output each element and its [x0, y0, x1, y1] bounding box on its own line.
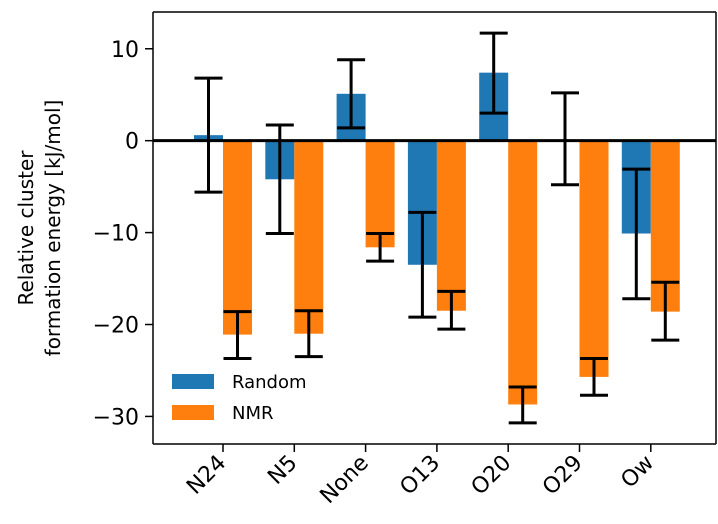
y-tick-label: 10 [111, 38, 139, 63]
legend-swatch-random [172, 374, 214, 389]
legend-swatch-nmr [172, 405, 214, 420]
x-tick-label: O13 [395, 451, 445, 501]
x-tick-label: N5 [263, 451, 302, 490]
y-tick-label: −30 [93, 405, 139, 430]
y-axis-label: Relative cluster formation energy [kJ/mo… [14, 100, 65, 357]
legend-label: Random [232, 372, 307, 393]
plot-area: 10 0 −10 −20 −30 N24 N5 None O13 O20 O29 Ow Random NM… [93, 11, 717, 509]
bar-nmr-n24 [223, 140, 252, 335]
y-axis-label-line-1: Relative cluster [14, 150, 38, 306]
bar-nmr-n5 [294, 140, 324, 334]
bar-nmr-none [365, 140, 395, 248]
y-axis-label-line-2: formation energy [kJ/mol] [41, 100, 65, 357]
bar-nmr-o29 [579, 140, 609, 377]
x-tick-label: Ow [616, 451, 659, 494]
bar-nmr-o20 [508, 140, 538, 405]
bar-nmr-o13 [436, 140, 466, 311]
y-tick-label: −10 [93, 222, 139, 247]
x-tick-label: None [316, 451, 374, 509]
y-tick-label: 0 [125, 130, 139, 155]
legend-label: NMR [232, 403, 274, 424]
x-tick-label: O20 [467, 451, 517, 501]
x-tick-label: N24 [182, 451, 231, 500]
x-tick-label: O29 [538, 451, 588, 501]
y-tick-label: −20 [93, 314, 139, 339]
